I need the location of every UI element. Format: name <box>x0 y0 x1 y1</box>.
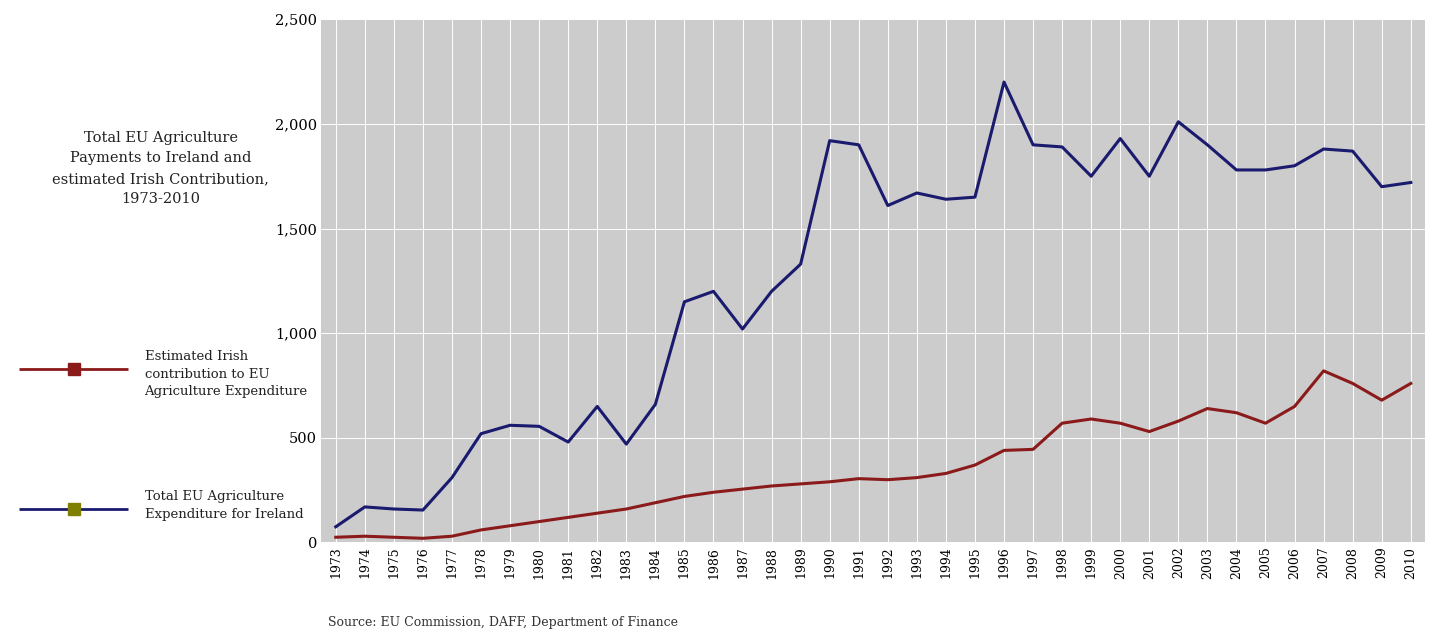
Text: Total EU Agriculture
Expenditure for Ireland: Total EU Agriculture Expenditure for Ire… <box>145 490 304 521</box>
Text: Figure 7.1: Figure 7.1 <box>204 28 308 46</box>
Text: Total EU Agriculture
Payments to Ireland and
estimated Irish Contribution,
1973-: Total EU Agriculture Payments to Ireland… <box>52 130 269 207</box>
Text: Estimated Irish
contribution to EU
Agriculture Expenditure: Estimated Irish contribution to EU Agric… <box>145 351 308 398</box>
Text: Source: EU Commission, DAFF, Department of Finance: Source: EU Commission, DAFF, Department … <box>328 616 679 629</box>
